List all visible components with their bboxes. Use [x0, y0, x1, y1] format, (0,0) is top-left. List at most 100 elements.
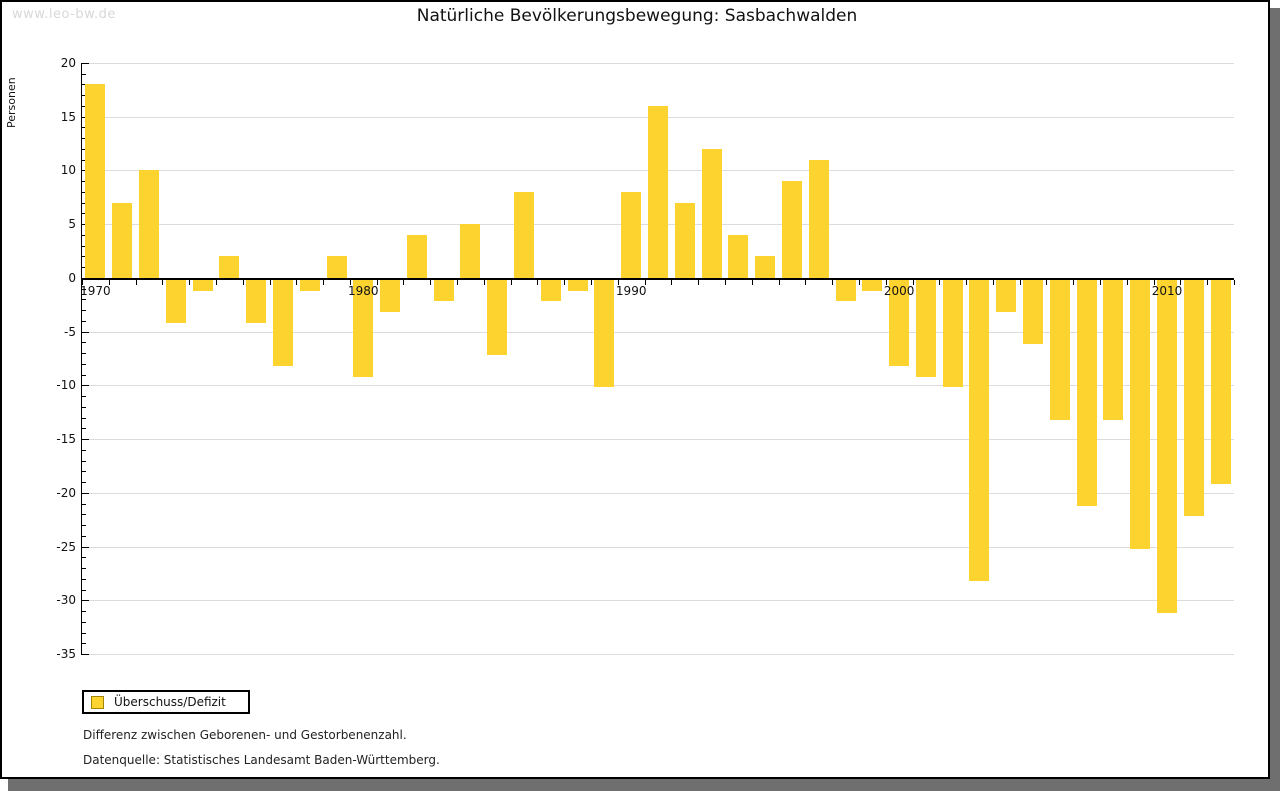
bar-1994 — [728, 234, 749, 278]
y-tick-label--20: -20 — [56, 485, 76, 500]
bar-1973 — [165, 279, 186, 323]
bar-1985 — [487, 279, 508, 356]
x-tick-31 — [913, 279, 914, 285]
x-tick-40 — [1154, 279, 1155, 285]
bar-2003 — [969, 279, 990, 581]
y-tick--29 — [82, 589, 86, 591]
y-tick--18 — [82, 471, 86, 473]
x-tick-36 — [1046, 279, 1047, 285]
y-tick--1 — [82, 288, 86, 290]
x-decade-label-2010: 2010 — [1151, 283, 1183, 298]
bar-1972 — [138, 170, 159, 278]
x-tick-17 — [537, 279, 538, 285]
x-tick-15 — [484, 279, 485, 285]
y-tick--27 — [82, 568, 86, 570]
y-tick-17 — [82, 95, 86, 97]
y-tick-7 — [82, 202, 86, 204]
bar-1992 — [674, 202, 695, 278]
y-tick--5 — [82, 331, 89, 333]
y-tick--7 — [82, 353, 86, 355]
x-tick-14 — [457, 279, 458, 285]
x-tick-35 — [1020, 279, 1021, 285]
bar-1990 — [621, 191, 642, 278]
bar-1975 — [219, 256, 240, 278]
bar-1999 — [862, 279, 883, 291]
x-tick-13 — [430, 279, 431, 285]
x-tick-37 — [1073, 279, 1074, 285]
x-tick-20 — [618, 279, 619, 285]
legend-swatch-icon — [91, 695, 104, 709]
y-tick--34 — [82, 643, 86, 645]
bar-1980 — [353, 279, 374, 377]
y-tick-label--10: -10 — [56, 378, 76, 393]
chart-title: Natürliche Bevölkerungsbewegung: Sasbach… — [416, 6, 858, 26]
x-tick-3 — [162, 279, 163, 285]
y-tick-label-5: 5 — [68, 217, 76, 232]
y-tick-label--15: -15 — [56, 432, 76, 447]
x-decade-label-1990: 1990 — [615, 283, 647, 298]
y-tick--6 — [82, 342, 86, 344]
bar-2012 — [1210, 279, 1231, 485]
x-decade-label-1980: 1980 — [348, 283, 379, 298]
bar-2006 — [1049, 279, 1070, 420]
footnote-datasource: Datenquelle: Statistisches Landesamt Bad… — [83, 753, 440, 767]
gridline--25 — [82, 546, 1234, 548]
y-tick-label-15: 15 — [60, 109, 76, 124]
y-tick-label--35: -35 — [56, 647, 76, 661]
gridline--35 — [82, 654, 1234, 655]
x-tick-9 — [323, 279, 324, 285]
frame-drop-shadow-right — [1270, 8, 1280, 791]
y-tick--33 — [82, 632, 86, 634]
y-tick--16 — [82, 449, 86, 451]
y-tick-label--5: -5 — [64, 324, 76, 339]
y-tick--32 — [82, 621, 86, 623]
y-tick-20 — [82, 63, 89, 64]
y-tick--14 — [82, 428, 86, 430]
y-tick-label-10: 10 — [60, 163, 76, 178]
y-tick--25 — [82, 546, 89, 548]
x-tick-11 — [377, 279, 378, 285]
x-tick-16 — [511, 279, 512, 285]
x-tick-23 — [698, 279, 699, 285]
bar-1989 — [594, 279, 615, 388]
y-tick--9 — [82, 374, 86, 376]
y-tick-9 — [82, 181, 86, 183]
x-tick-10 — [350, 279, 351, 285]
y-tick--30 — [82, 600, 89, 602]
x-tick-27 — [805, 279, 806, 285]
y-tick--10 — [82, 385, 89, 387]
bar-2008 — [1103, 279, 1124, 420]
bar-1996 — [781, 181, 802, 278]
y-tick-3 — [82, 245, 86, 247]
y-tick-8 — [82, 191, 86, 193]
bar-1993 — [701, 148, 722, 278]
y-tick-label--25: -25 — [56, 539, 76, 554]
x-tick-2 — [136, 279, 137, 285]
x-tick-5 — [216, 279, 217, 285]
y-tick--20 — [82, 492, 89, 494]
y-tick--21 — [82, 503, 86, 505]
y-tick--11 — [82, 396, 86, 398]
x-tick-25 — [752, 279, 753, 285]
y-tick--3 — [82, 310, 86, 312]
y-tick-label-20: 20 — [60, 56, 76, 70]
x-tick-22 — [671, 279, 672, 285]
x-decade-label-2000: 2000 — [883, 283, 915, 298]
bar-1970 — [85, 84, 106, 278]
bar-2011 — [1183, 279, 1204, 517]
bar-2007 — [1076, 279, 1097, 506]
bar-2001 — [915, 279, 936, 377]
bar-1979 — [326, 256, 347, 278]
y-axis-label: Personen — [5, 77, 18, 129]
x-tick-29 — [859, 279, 860, 285]
y-tick-11 — [82, 159, 86, 161]
gridline--20 — [82, 492, 1234, 494]
y-tick-14 — [82, 127, 86, 129]
bar-1988 — [567, 279, 588, 291]
x-tick-32 — [939, 279, 940, 285]
y-tick-18 — [82, 84, 86, 86]
bar-1997 — [808, 159, 829, 278]
watermark: www.leo-bw.de — [12, 7, 116, 22]
gridline--30 — [82, 600, 1234, 602]
bar-1977 — [272, 279, 293, 366]
